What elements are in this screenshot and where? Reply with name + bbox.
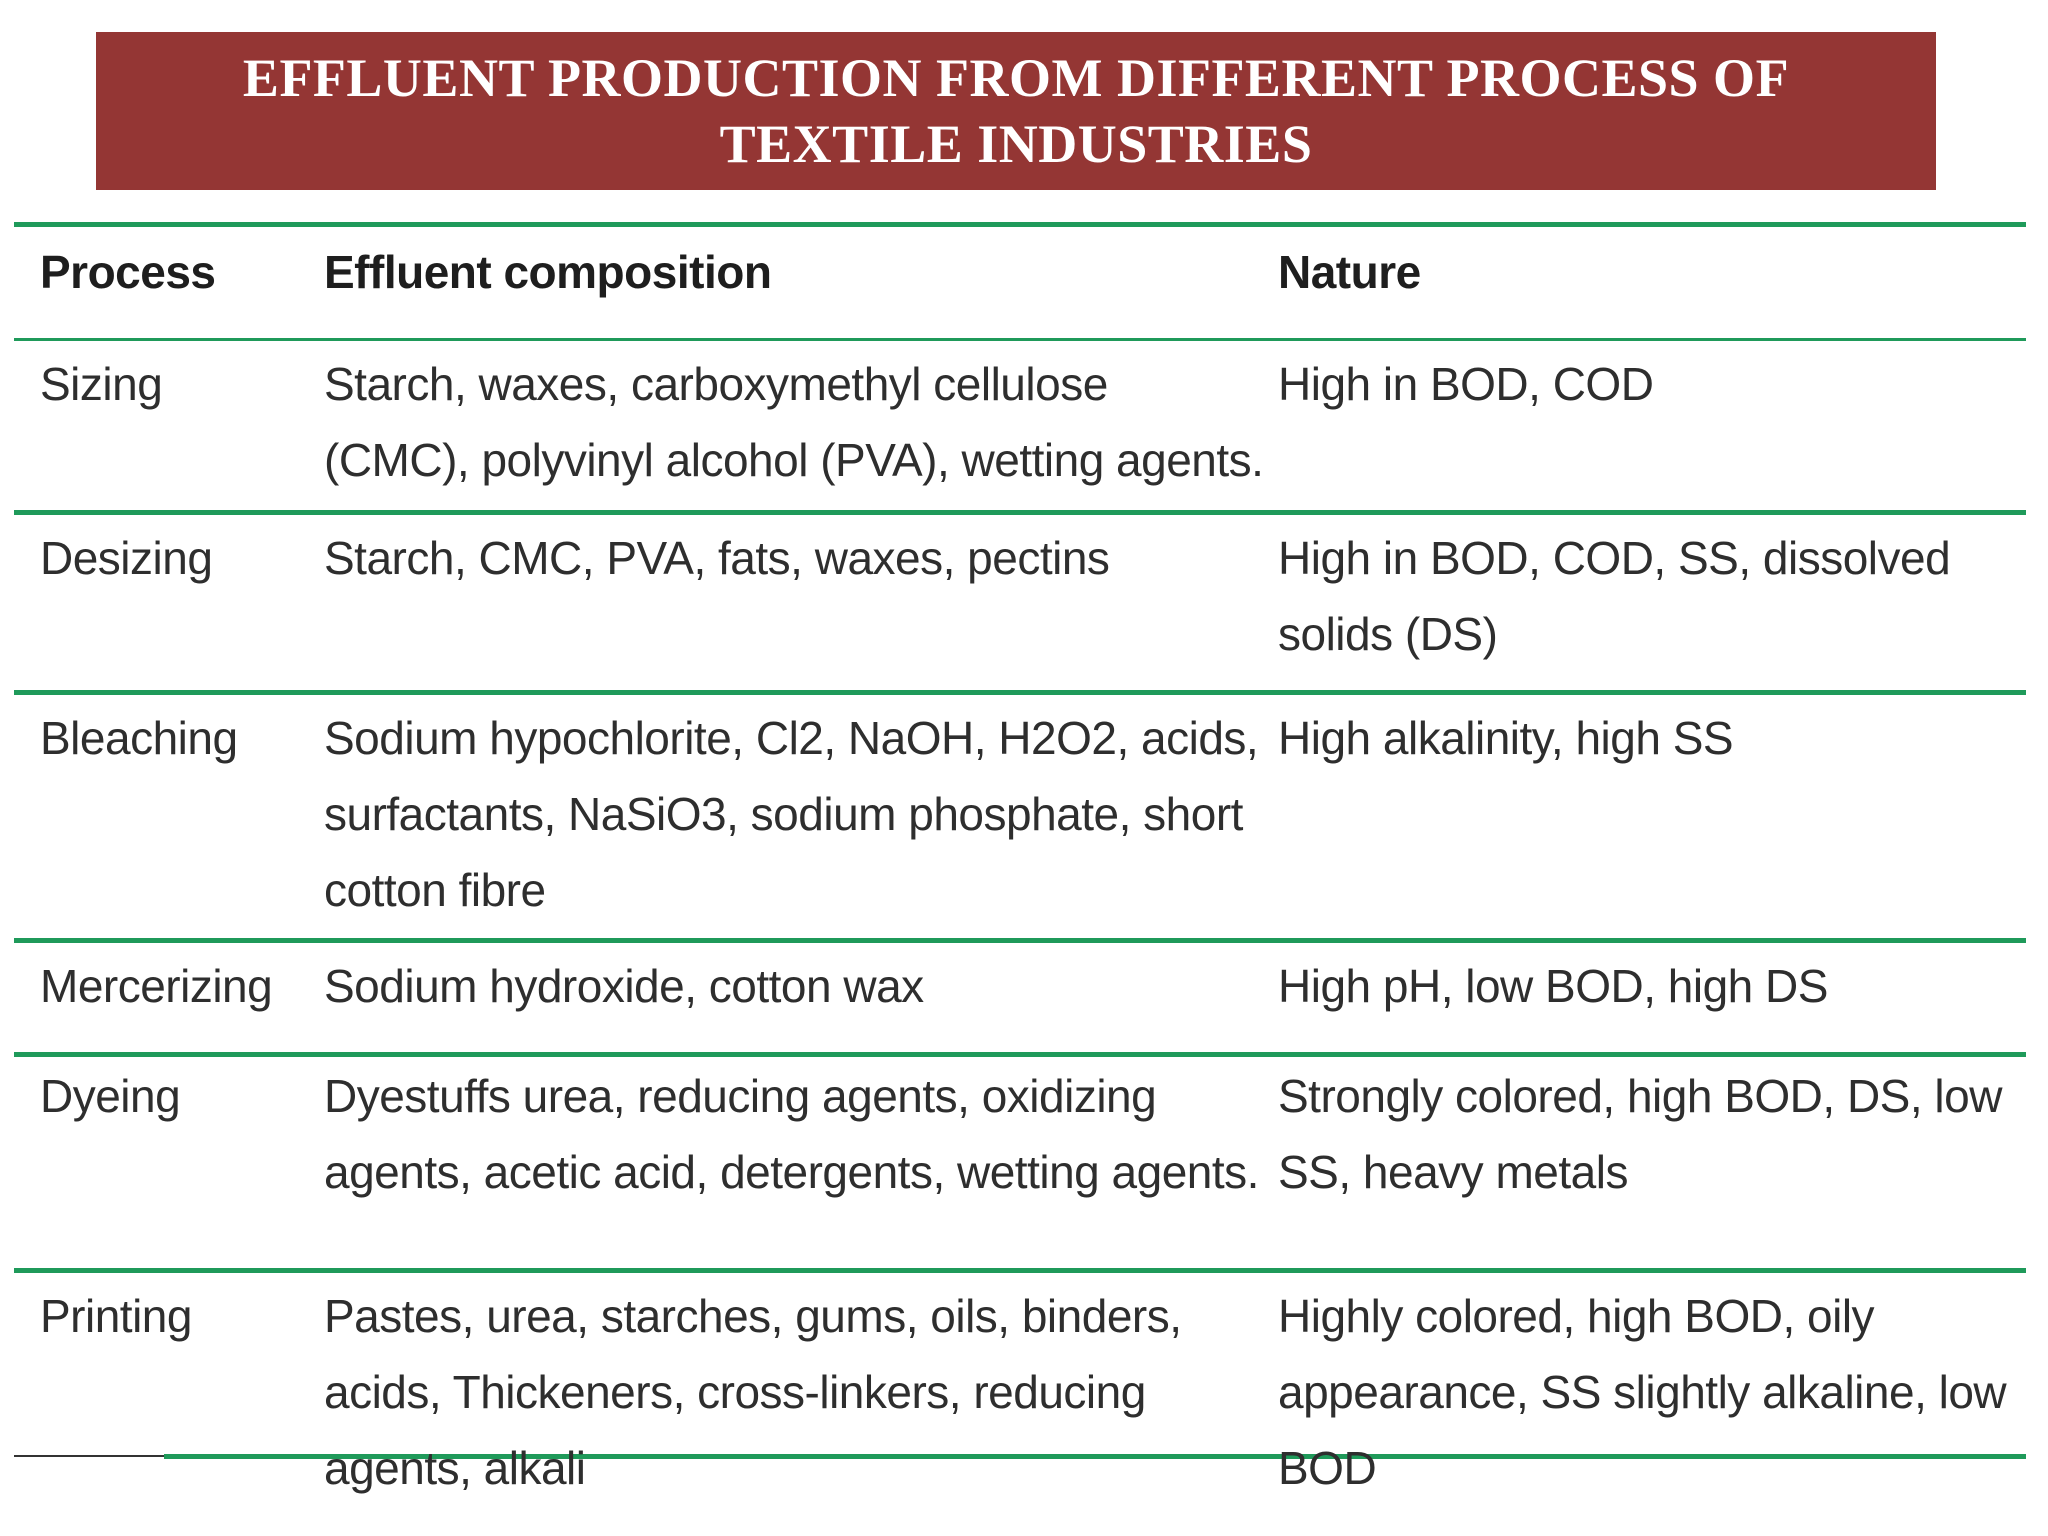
cell-nature: High in BOD, COD, SS, dissolved solids (… [1278, 532, 1951, 660]
cell-composition: Dyestuffs urea, reducing agents, oxidizi… [324, 1070, 1259, 1198]
cell-nature: Strongly colored, high BOD, DS, low SS, … [1278, 1070, 2002, 1198]
cell-process: Sizing [40, 358, 163, 410]
page-title: EFFLUENT PRODUCTION FROM DIFFERENT PROCE… [242, 48, 1790, 174]
row-rule [14, 690, 2026, 695]
row-rule [14, 1268, 2026, 1273]
cell-composition: Starch, waxes, carboxymethyl cellulose (… [324, 358, 1264, 486]
cell-composition: Sodium hydroxide, cotton wax [324, 960, 924, 1012]
cell-nature: High alkalinity, high SS [1278, 712, 1734, 764]
table-bottom-rule-left [14, 1455, 164, 1457]
cell-process: Mercerizing [40, 960, 273, 1012]
cell-nature: High in BOD, COD [1278, 358, 1654, 410]
header-nature: Nature [1278, 246, 1421, 298]
row-rule [14, 510, 2026, 515]
row-rule [14, 1052, 2026, 1057]
title-banner: EFFLUENT PRODUCTION FROM DIFFERENT PROCE… [96, 32, 1936, 190]
header-rule [14, 338, 2026, 341]
header-process: Process [40, 246, 216, 298]
cell-composition: Sodium hypochlorite, Cl2, NaOH, H2O2, ac… [324, 712, 1259, 916]
cell-process: Dyeing [40, 1070, 181, 1122]
cell-composition: Starch, CMC, PVA, fats, waxes, pectins [324, 532, 1110, 584]
header-effluent-composition: Effluent composition [324, 246, 772, 298]
cell-nature: High pH, low BOD, high DS [1278, 960, 1828, 1012]
table-bottom-rule [164, 1454, 2026, 1459]
cell-nature: Highly colored, high BOD, oily appearanc… [1278, 1290, 2007, 1494]
cell-composition: Pastes, urea, starches, gums, oils, bind… [324, 1290, 1182, 1494]
cell-process: Desizing [40, 532, 213, 584]
cell-process: Bleaching [40, 712, 238, 764]
cell-process: Printing [40, 1290, 192, 1342]
table-top-rule [14, 222, 2026, 227]
row-rule [14, 938, 2026, 943]
